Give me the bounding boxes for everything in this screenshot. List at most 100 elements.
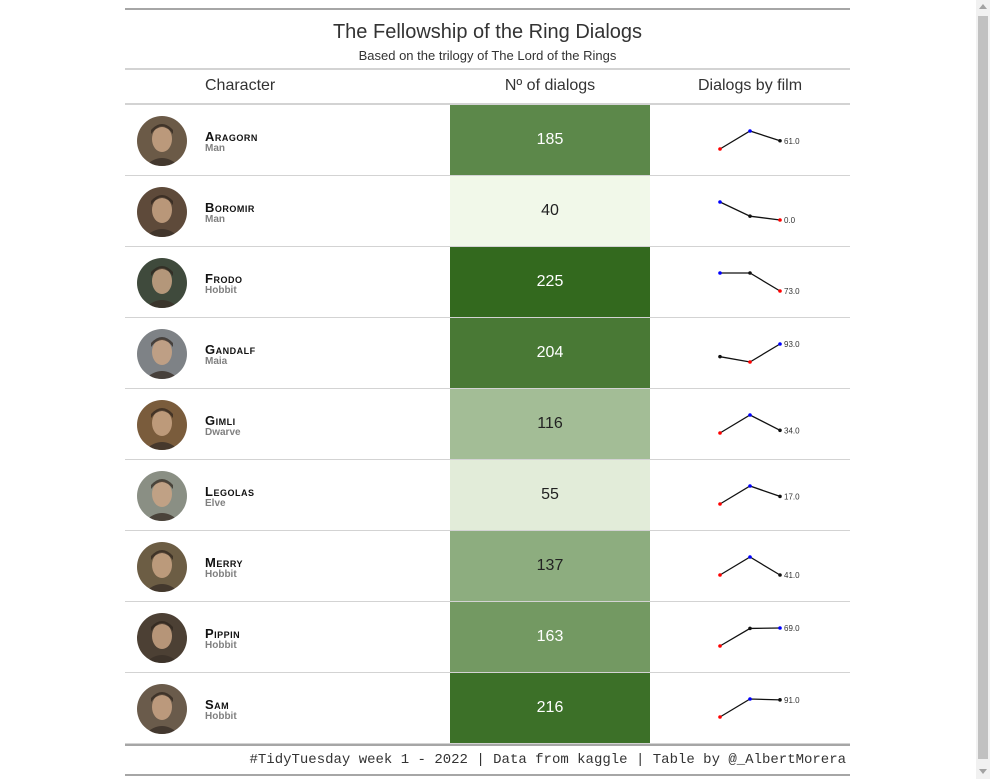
character-avatar: [137, 613, 187, 663]
table-title: The Fellowship of the Ring Dialogs: [332, 21, 643, 43]
sparkline-point: [718, 271, 722, 275]
sparkline-point: [748, 484, 752, 488]
character-name: Boromir: [205, 200, 255, 215]
scroll-thumb[interactable]: [978, 16, 988, 759]
sparkline-last-label: 41.0: [784, 571, 800, 580]
sparkline-point: [748, 413, 752, 417]
sparkline-point: [748, 626, 752, 631]
character-avatar: [137, 684, 187, 734]
character-race: Dwarve: [205, 427, 241, 438]
sparkline-point: [718, 715, 722, 719]
dialogs-by-film-sparkline: 61.0: [718, 129, 800, 151]
dialog-count-cell: 185: [450, 105, 650, 175]
dialogs-by-film-sparkline: 91.0: [718, 696, 800, 719]
sparkline-last-label: 93.0: [784, 340, 800, 349]
header-dialogs-by-film: Dialogs by film: [697, 77, 803, 94]
character-race: Hobbit: [205, 285, 237, 296]
sparkline-last-label: 73.0: [784, 287, 800, 296]
header-dialogs: Nº of dialogs: [504, 77, 596, 94]
table-row: Pippin Hobbit 163 69.0: [125, 602, 850, 673]
sparkline-point: [748, 271, 752, 275]
vertical-scrollbar[interactable]: [976, 0, 990, 779]
sparkline-point: [778, 218, 782, 222]
sparkline-last-label: 61.0: [784, 137, 800, 146]
sparkline-last-label: 0.0: [784, 216, 796, 225]
sparkline-line: [719, 556, 781, 576]
sparkline-point: [748, 214, 752, 218]
character-race: Man: [205, 143, 225, 154]
table-subtitle: Based on the trilogy of The Lord of the …: [358, 48, 617, 63]
sparkline-point: [718, 573, 722, 577]
dialogs-by-film-sparkline: 69.0: [718, 624, 800, 648]
sparkline-point: [748, 360, 752, 364]
sparkline-last-label: 17.0: [784, 492, 800, 501]
table-row: Gandalf Maia 204 93.0: [125, 318, 850, 389]
character-avatar: [137, 329, 187, 379]
sparkline-last-label: 91.0: [784, 696, 800, 705]
dialogs-table: The Fellowship of the Ring Dialogs Based…: [125, 8, 850, 776]
character-avatar: [137, 187, 187, 237]
top-rule: [125, 8, 850, 10]
table-row: Legolas Elve 55 17.0: [125, 460, 850, 531]
table-body: Aragorn Man 185 61.0 Boromir Man 40 0.0 Frodo Hob…: [125, 105, 850, 744]
character-name: Gimli: [205, 413, 236, 428]
sparkline-point: [778, 289, 782, 293]
character-name: Merry: [205, 555, 243, 570]
sparkline-line: [719, 343, 781, 363]
sparkline-point: [748, 697, 752, 701]
sparkline-line: [719, 130, 781, 150]
character-race: Maia: [205, 356, 228, 367]
dialogs-by-film-sparkline: 17.0: [718, 484, 800, 506]
scroll-up-icon[interactable]: [979, 4, 987, 9]
sparkline-point: [778, 494, 782, 499]
table-row: Frodo Hobbit 225 73.0: [125, 247, 850, 318]
sparkline-line: [720, 272, 781, 292]
dialogs-by-film-sparkline: 0.0: [718, 200, 796, 225]
character-name: Pippin: [205, 626, 241, 641]
sparkline-point: [748, 555, 752, 559]
character-name: Aragorn: [205, 129, 258, 144]
character-avatar: [137, 400, 187, 450]
dialogs-by-film-sparkline: 73.0: [718, 271, 800, 296]
character-name: Gandalf: [205, 342, 256, 357]
dialog-count-cell: 163: [450, 602, 650, 672]
sparkline-point: [778, 138, 782, 143]
dialogs-by-film-sparkline: 93.0: [718, 340, 800, 364]
dialog-count-cell: 137: [450, 531, 650, 601]
character-race: Hobbit: [205, 640, 237, 651]
sparkline-point: [718, 200, 722, 204]
character-name: Legolas: [205, 484, 255, 499]
sparkline-point: [748, 129, 752, 133]
dialog-count-cell: 40: [450, 176, 650, 246]
character-race: Elve: [205, 498, 226, 509]
character-avatar: [137, 542, 187, 592]
sparkline-point: [718, 644, 722, 648]
dialog-count-cell: 216: [450, 673, 650, 743]
table-row: Aragorn Man 185 61.0: [125, 105, 850, 176]
character-race: Hobbit: [205, 711, 237, 722]
table-row: Boromir Man 40 0.0: [125, 176, 850, 247]
character-name: Frodo: [205, 271, 243, 286]
character-race: Hobbit: [205, 569, 237, 580]
sparkline-line: [719, 698, 781, 718]
table-row: Merry Hobbit 137 41.0: [125, 531, 850, 602]
sparkline-point: [778, 428, 782, 433]
table-footer: #TidyTuesday week 1 - 2022 | Data from k…: [125, 744, 850, 776]
character-name: Sam: [205, 697, 230, 712]
sparkline-point: [778, 573, 782, 577]
scroll-down-icon[interactable]: [979, 769, 987, 774]
sparkline-point: [718, 431, 722, 435]
sparkline-point: [718, 147, 722, 151]
sparkline-last-label: 34.0: [784, 426, 800, 435]
header-character: Character: [205, 77, 276, 94]
table-row: Gimli Dwarve 116 34.0: [125, 389, 850, 460]
sparkline-point: [778, 626, 782, 630]
dialogs-by-film-sparkline: 34.0: [718, 413, 800, 435]
character-avatar: [137, 116, 187, 166]
sparkline-line: [719, 414, 781, 434]
dialog-count-cell: 55: [450, 460, 650, 530]
character-race: Man: [205, 214, 225, 225]
dialogs-by-film-sparkline: 41.0: [718, 555, 800, 580]
table-row: Sam Hobbit 216 91.0: [125, 673, 850, 744]
character-avatar: [137, 471, 187, 521]
